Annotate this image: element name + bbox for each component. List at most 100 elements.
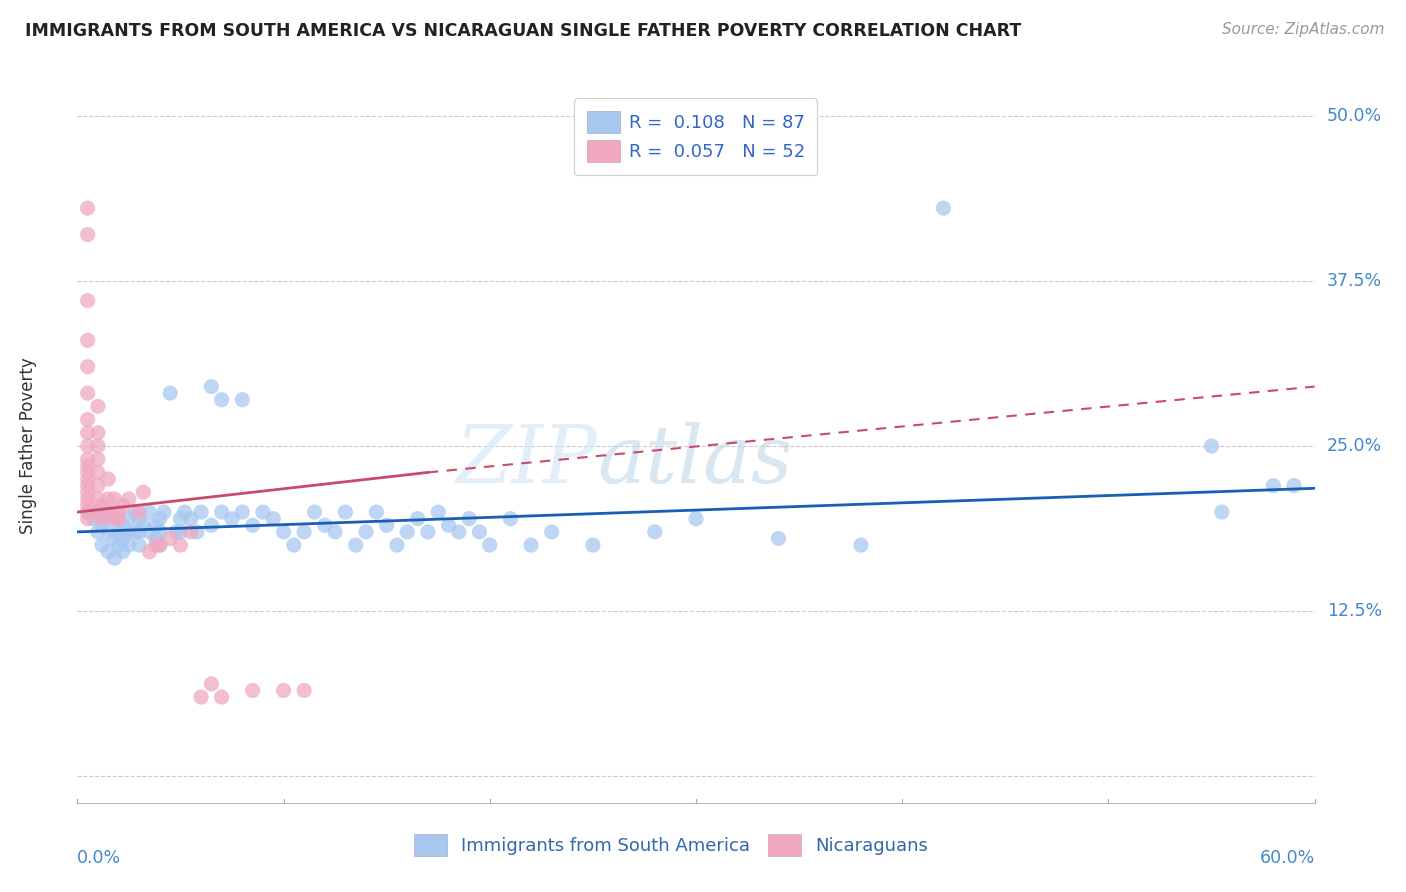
Point (1211, 505, 1233, 519)
Point (76, 359, 98, 374)
Point (145, 538, 167, 552)
Point (165, 524, 187, 539)
Legend: Immigrants from South America, Nicaraguans: Immigrants from South America, Nicaragua… (405, 825, 938, 865)
Point (138, 505, 160, 519)
Point (145, 518, 167, 533)
Point (87, 466, 110, 480)
Point (97, 505, 120, 519)
Point (211, 505, 233, 519)
Point (200, 677, 222, 691)
Point (76, 472, 98, 486)
Point (91, 518, 114, 533)
Point (304, 505, 326, 519)
Point (103, 511, 125, 525)
Text: 25.0%: 25.0% (1327, 437, 1382, 455)
Point (107, 505, 129, 519)
Text: Source: ZipAtlas.com: Source: ZipAtlas.com (1222, 22, 1385, 37)
Point (87, 505, 110, 519)
Point (211, 392, 233, 407)
Point (292, 524, 315, 539)
Point (107, 524, 129, 539)
Point (128, 505, 150, 519)
Point (111, 499, 134, 513)
Point (87, 478, 110, 492)
Point (97, 545, 120, 559)
Point (478, 538, 501, 552)
Point (87, 505, 110, 519)
Point (118, 491, 141, 506)
Point (87, 439, 110, 453)
Point (314, 518, 336, 533)
Point (211, 690, 233, 704)
Point (169, 524, 191, 539)
Point (849, 538, 872, 552)
Point (153, 505, 176, 519)
Point (83, 511, 105, 525)
Point (76, 499, 98, 513)
Text: 0.0%: 0.0% (77, 849, 121, 867)
Text: ZIP: ZIP (456, 422, 598, 499)
Point (768, 532, 790, 546)
Point (1282, 478, 1305, 492)
Point (231, 392, 253, 407)
Point (138, 545, 160, 559)
Point (273, 524, 295, 539)
Point (128, 524, 150, 539)
Point (128, 538, 150, 552)
Point (242, 518, 264, 533)
Point (149, 538, 172, 552)
Point (149, 524, 172, 539)
Point (76, 485, 98, 500)
Point (375, 518, 398, 533)
Point (103, 511, 125, 525)
Text: 50.0%: 50.0% (1327, 107, 1382, 125)
Text: IMMIGRANTS FROM SOUTH AMERICA VS NICARAGUAN SINGLE FATHER POVERTY CORRELATION CH: IMMIGRANTS FROM SOUTH AMERICA VS NICARAG… (25, 22, 1022, 40)
Point (87, 524, 110, 539)
Point (180, 524, 202, 539)
Point (132, 518, 155, 533)
Point (87, 400, 110, 414)
Point (107, 511, 129, 525)
Point (149, 538, 172, 552)
Point (76, 458, 98, 473)
Point (173, 505, 195, 519)
Point (520, 538, 543, 552)
Point (1263, 478, 1285, 492)
Point (354, 524, 377, 539)
Point (124, 505, 146, 519)
Point (262, 511, 284, 525)
Point (242, 683, 264, 698)
Point (447, 524, 470, 539)
Point (107, 538, 129, 552)
Point (76, 293, 98, 308)
Point (406, 511, 429, 525)
Point (87, 425, 110, 440)
Point (499, 511, 522, 525)
Point (252, 505, 274, 519)
Point (231, 505, 253, 519)
Point (76, 412, 98, 426)
Point (97, 505, 120, 519)
Point (111, 532, 134, 546)
Text: atlas: atlas (598, 422, 793, 499)
Point (97, 472, 120, 486)
Text: 37.5%: 37.5% (1327, 272, 1382, 290)
Point (107, 511, 129, 525)
Point (582, 538, 605, 552)
Point (149, 511, 172, 525)
Text: Single Father Poverty: Single Father Poverty (18, 358, 37, 534)
Point (118, 538, 141, 552)
Point (180, 511, 202, 525)
Point (76, 386, 98, 401)
Point (132, 485, 155, 500)
Point (76, 491, 98, 506)
Point (76, 478, 98, 492)
Point (145, 532, 167, 546)
Point (76, 425, 98, 440)
Point (76, 439, 98, 453)
Point (91, 511, 114, 525)
Point (169, 538, 191, 552)
Point (76, 227, 98, 242)
Point (76, 333, 98, 347)
Point (200, 379, 222, 393)
